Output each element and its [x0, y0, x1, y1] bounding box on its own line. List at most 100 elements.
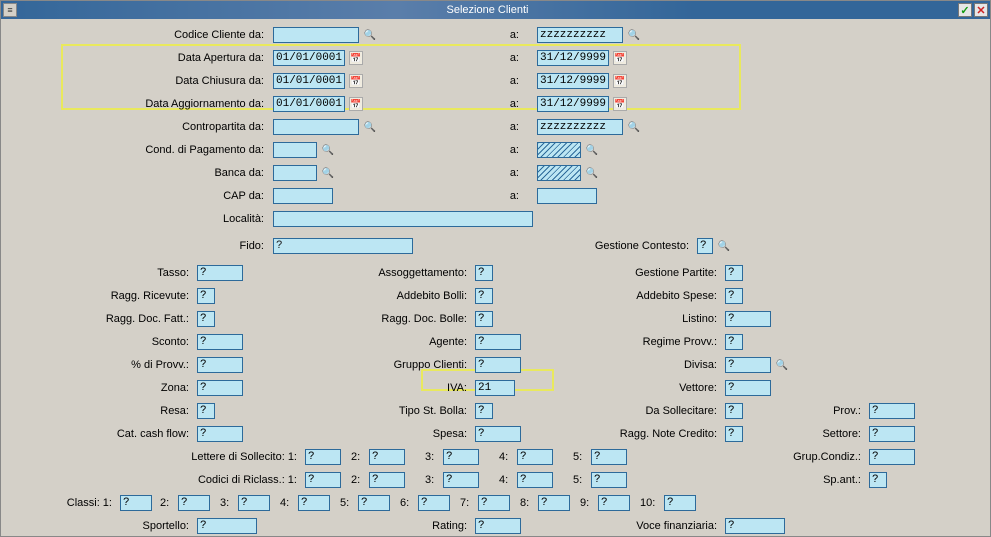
small-field[interactable]: ? [197, 380, 243, 396]
ricl-field[interactable]: ? [517, 472, 553, 488]
system-icon[interactable]: ≡ [3, 3, 17, 17]
small-field[interactable]: ? [197, 403, 215, 419]
input-field[interactable] [273, 188, 333, 204]
field-label: Da Sollecitare: [645, 405, 717, 417]
search-icon[interactable] [363, 28, 377, 42]
rating-field[interactable]: ? [475, 518, 521, 534]
small-field[interactable]: ? [725, 334, 743, 350]
input-field[interactable]: 31/12/9999 [537, 96, 609, 112]
calendar-icon[interactable] [349, 97, 363, 111]
search-icon[interactable] [585, 166, 599, 180]
field-label: Zona: [161, 382, 189, 394]
close-button[interactable]: ✕ [974, 3, 988, 17]
sportello-field[interactable]: ? [197, 518, 257, 534]
small-field[interactable]: ? [725, 311, 771, 327]
small-field[interactable]: ? [197, 311, 215, 327]
input-field[interactable]: 01/01/0001 [273, 73, 345, 89]
lett-1[interactable]: ? [305, 449, 341, 465]
input-field[interactable] [537, 142, 581, 158]
field-label: Gestione Partite: [635, 267, 717, 279]
calendar-icon[interactable] [349, 74, 363, 88]
gest-cont-field[interactable]: ? [697, 238, 713, 254]
search-icon[interactable] [775, 358, 789, 372]
small-field[interactable]: ? [869, 426, 915, 442]
input-field[interactable]: zzzzzzzzzz [537, 27, 623, 43]
small-field[interactable]: ? [475, 265, 493, 281]
search-icon[interactable] [363, 120, 377, 134]
field-label: % di Provv.: [131, 359, 189, 371]
calendar-icon[interactable] [613, 97, 627, 111]
small-field[interactable]: ? [869, 403, 915, 419]
input-field[interactable] [537, 165, 581, 181]
search-icon[interactable] [321, 143, 335, 157]
small-field[interactable]: 21 [475, 380, 515, 396]
input-field[interactable]: 31/12/9999 [537, 50, 609, 66]
small-field[interactable]: ? [475, 426, 521, 442]
small-field[interactable]: ? [725, 265, 743, 281]
classi-field[interactable]: ? [238, 495, 270, 511]
small-field[interactable]: ? [197, 265, 243, 281]
classi-field[interactable]: ? [298, 495, 330, 511]
small-field[interactable]: ? [725, 380, 771, 396]
ricl-1[interactable]: ? [305, 472, 341, 488]
lett-field[interactable]: ? [591, 449, 627, 465]
field-label: IVA: [447, 382, 467, 394]
search-icon[interactable] [627, 120, 641, 134]
small-field[interactable]: ? [869, 449, 915, 465]
classi-field[interactable]: ? [538, 495, 570, 511]
ricl-field[interactable]: ? [369, 472, 405, 488]
input-field[interactable] [273, 27, 359, 43]
small-field[interactable]: ? [475, 334, 521, 350]
voce-field[interactable]: ? [725, 518, 785, 534]
search-icon[interactable] [585, 143, 599, 157]
small-field[interactable]: ? [725, 403, 743, 419]
input-field[interactable]: zzzzzzzzzz [537, 119, 623, 135]
ok-button[interactable]: ✓ [958, 3, 972, 17]
small-field[interactable]: ? [197, 357, 243, 373]
input-field[interactable]: 31/12/9999 [537, 73, 609, 89]
input-field[interactable] [537, 188, 597, 204]
ricl-field[interactable]: ? [443, 472, 479, 488]
search-icon[interactable] [321, 166, 335, 180]
small-field[interactable]: ? [725, 357, 771, 373]
lett-field[interactable]: ? [443, 449, 479, 465]
fido-field[interactable]: ? [273, 238, 413, 254]
lett-field[interactable]: ? [517, 449, 553, 465]
small-field[interactable]: ? [197, 426, 243, 442]
field-label: Grup.Condiz.: [793, 451, 861, 463]
field-label: Tipo St. Bolla: [399, 405, 467, 417]
small-field[interactable]: ? [869, 472, 887, 488]
classi-field[interactable]: ? [178, 495, 210, 511]
small-field[interactable]: ? [475, 288, 493, 304]
search-icon[interactable] [717, 239, 731, 253]
classi-field[interactable]: ? [664, 495, 696, 511]
input-field[interactable]: 01/01/0001 [273, 96, 345, 112]
small-field[interactable]: ? [725, 288, 743, 304]
classi-field[interactable]: ? [478, 495, 510, 511]
window-title: Selezione Clienti [17, 4, 958, 16]
classi-field[interactable]: ? [418, 495, 450, 511]
classi-sub-label: 5: [340, 497, 349, 509]
calendar-icon[interactable] [349, 51, 363, 65]
input-field[interactable] [273, 211, 533, 227]
field-label: Spesa: [433, 428, 467, 440]
field-label: Cat. cash flow: [117, 428, 189, 440]
small-field[interactable]: ? [725, 426, 743, 442]
small-field[interactable]: ? [475, 357, 521, 373]
classi-field[interactable]: ? [598, 495, 630, 511]
input-field[interactable] [273, 165, 317, 181]
calendar-icon[interactable] [613, 74, 627, 88]
ricl-field[interactable]: ? [591, 472, 627, 488]
small-field[interactable]: ? [197, 334, 243, 350]
lett-field[interactable]: ? [369, 449, 405, 465]
small-field[interactable]: ? [475, 403, 493, 419]
calendar-icon[interactable] [613, 51, 627, 65]
small-field[interactable]: ? [475, 311, 493, 327]
input-field[interactable] [273, 119, 359, 135]
input-field[interactable] [273, 142, 317, 158]
classi-1[interactable]: ? [120, 495, 152, 511]
small-field[interactable]: ? [197, 288, 215, 304]
search-icon[interactable] [627, 28, 641, 42]
classi-field[interactable]: ? [358, 495, 390, 511]
input-field[interactable]: 01/01/0001 [273, 50, 345, 66]
